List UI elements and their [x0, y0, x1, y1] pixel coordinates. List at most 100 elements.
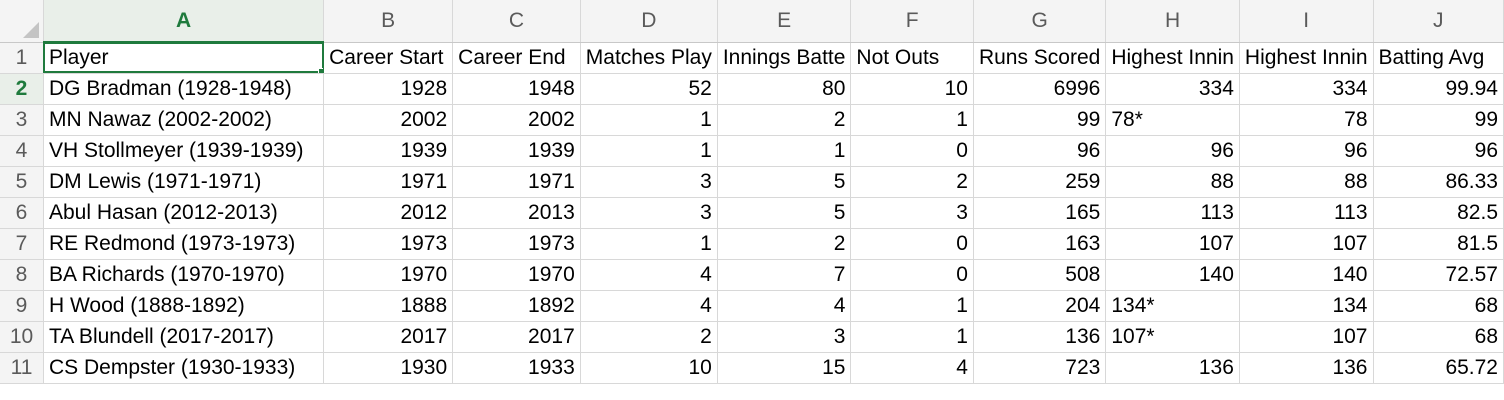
cell-i10[interactable]: 107: [1239, 321, 1374, 353]
cell-c8[interactable]: 1970: [452, 259, 581, 291]
cell-e10[interactable]: 3: [717, 321, 852, 353]
row-header[interactable]: 1: [0, 42, 44, 74]
row-header[interactable]: 8: [0, 259, 44, 291]
cell-i4[interactable]: 96: [1239, 135, 1374, 167]
cell-e3[interactable]: 2: [717, 104, 852, 136]
column-header-c[interactable]: C: [452, 0, 581, 43]
cell-b11[interactable]: 1930: [323, 352, 454, 384]
cell-d6[interactable]: 3: [580, 197, 718, 229]
cell-i1[interactable]: Highest Innin: [1239, 42, 1374, 74]
cell-b5[interactable]: 1971: [323, 166, 454, 198]
cell-e4[interactable]: 1: [717, 135, 852, 167]
cell-c11[interactable]: 1933: [452, 352, 581, 384]
cell-j3[interactable]: 99: [1373, 104, 1504, 136]
cell-j4[interactable]: 96: [1373, 135, 1504, 167]
cell-b7[interactable]: 1973: [323, 228, 454, 260]
cell-j9[interactable]: 68: [1373, 290, 1504, 322]
cell-b6[interactable]: 2012: [323, 197, 454, 229]
cell-e9[interactable]: 4: [717, 290, 852, 322]
cell-d7[interactable]: 1: [580, 228, 718, 260]
cell-j8[interactable]: 72.57: [1373, 259, 1504, 291]
cell-a11[interactable]: CS Dempster (1930-1933): [43, 352, 325, 384]
cell-a5[interactable]: DM Lewis (1971-1971): [43, 166, 325, 198]
cell-b1[interactable]: Career Start: [323, 42, 454, 74]
column-header-e[interactable]: E: [717, 0, 852, 43]
cell-g2[interactable]: 6996: [973, 73, 1107, 105]
cell-e11[interactable]: 15: [717, 352, 852, 384]
cell-i2[interactable]: 334: [1239, 73, 1374, 105]
fill-handle[interactable]: [318, 67, 323, 72]
cell-d2[interactable]: 52: [580, 73, 718, 105]
cell-f8[interactable]: 0: [850, 259, 974, 291]
cell-i5[interactable]: 88: [1239, 166, 1374, 198]
cell-f3[interactable]: 1: [850, 104, 974, 136]
cell-j10[interactable]: 68: [1373, 321, 1504, 353]
cell-g8[interactable]: 508: [973, 259, 1107, 291]
cell-c3[interactable]: 2002: [452, 104, 581, 136]
cell-h9[interactable]: 134*: [1105, 290, 1240, 322]
cell-e2[interactable]: 80: [717, 73, 852, 105]
cell-d3[interactable]: 1: [580, 104, 718, 136]
select-all-corner[interactable]: [0, 0, 44, 43]
cell-f1[interactable]: Not Outs: [850, 42, 974, 74]
row-header[interactable]: 6: [0, 197, 44, 229]
cell-g9[interactable]: 204: [973, 290, 1107, 322]
cell-e6[interactable]: 5: [717, 197, 852, 229]
cell-i6[interactable]: 113: [1239, 197, 1374, 229]
cell-b3[interactable]: 2002: [323, 104, 454, 136]
cell-h5[interactable]: 88: [1105, 166, 1240, 198]
cell-d9[interactable]: 4: [580, 290, 718, 322]
cell-h11[interactable]: 136: [1105, 352, 1240, 384]
cell-a10[interactable]: TA Blundell (2017-2017): [43, 321, 325, 353]
cell-d8[interactable]: 4: [580, 259, 718, 291]
row-header[interactable]: 11: [0, 352, 44, 384]
cell-b4[interactable]: 1939: [323, 135, 454, 167]
row-header[interactable]: 4: [0, 135, 44, 167]
cell-f10[interactable]: 1: [850, 321, 974, 353]
cell-a4[interactable]: VH Stollmeyer (1939-1939): [43, 135, 325, 167]
cell-j7[interactable]: 81.5: [1373, 228, 1504, 260]
cell-a1[interactable]: Player: [43, 42, 325, 74]
cell-d4[interactable]: 1: [580, 135, 718, 167]
cell-h1[interactable]: Highest Innin: [1105, 42, 1240, 74]
cell-f7[interactable]: 0: [850, 228, 974, 260]
row-header[interactable]: 3: [0, 104, 44, 136]
cell-h6[interactable]: 113: [1105, 197, 1240, 229]
cell-i7[interactable]: 107: [1239, 228, 1374, 260]
cell-f6[interactable]: 3: [850, 197, 974, 229]
cell-d10[interactable]: 2: [580, 321, 718, 353]
cell-g10[interactable]: 136: [973, 321, 1107, 353]
cell-h7[interactable]: 107: [1105, 228, 1240, 260]
cell-f4[interactable]: 0: [850, 135, 974, 167]
cell-j2[interactable]: 99.94: [1373, 73, 1504, 105]
cell-h8[interactable]: 140: [1105, 259, 1240, 291]
cell-d11[interactable]: 10: [580, 352, 718, 384]
column-header-i[interactable]: I: [1239, 0, 1374, 43]
column-header-f[interactable]: F: [850, 0, 974, 43]
cell-h3[interactable]: 78*: [1105, 104, 1240, 136]
cell-h4[interactable]: 96: [1105, 135, 1240, 167]
cell-h10[interactable]: 107*: [1105, 321, 1240, 353]
cell-f2[interactable]: 10: [850, 73, 974, 105]
row-header[interactable]: 9: [0, 290, 44, 322]
cell-a9[interactable]: H Wood (1888-1892): [43, 290, 325, 322]
cell-i3[interactable]: 78: [1239, 104, 1374, 136]
cell-b10[interactable]: 2017: [323, 321, 454, 353]
cell-c2[interactable]: 1948: [452, 73, 581, 105]
cell-c7[interactable]: 1973: [452, 228, 581, 260]
cell-g3[interactable]: 99: [973, 104, 1107, 136]
cell-g11[interactable]: 723: [973, 352, 1107, 384]
cell-i11[interactable]: 136: [1239, 352, 1374, 384]
cell-a3[interactable]: MN Nawaz (2002-2002): [43, 104, 325, 136]
column-header-a[interactable]: A: [43, 0, 325, 43]
cell-g6[interactable]: 165: [973, 197, 1107, 229]
row-header[interactable]: 2: [0, 73, 44, 105]
cell-e7[interactable]: 2: [717, 228, 852, 260]
cell-j6[interactable]: 82.5: [1373, 197, 1504, 229]
cell-a6[interactable]: Abul Hasan (2012-2013): [43, 197, 325, 229]
cell-f9[interactable]: 1: [850, 290, 974, 322]
cell-f11[interactable]: 4: [850, 352, 974, 384]
cell-b8[interactable]: 1970: [323, 259, 454, 291]
cell-a7[interactable]: RE Redmond (1973-1973): [43, 228, 325, 260]
cell-c4[interactable]: 1939: [452, 135, 581, 167]
